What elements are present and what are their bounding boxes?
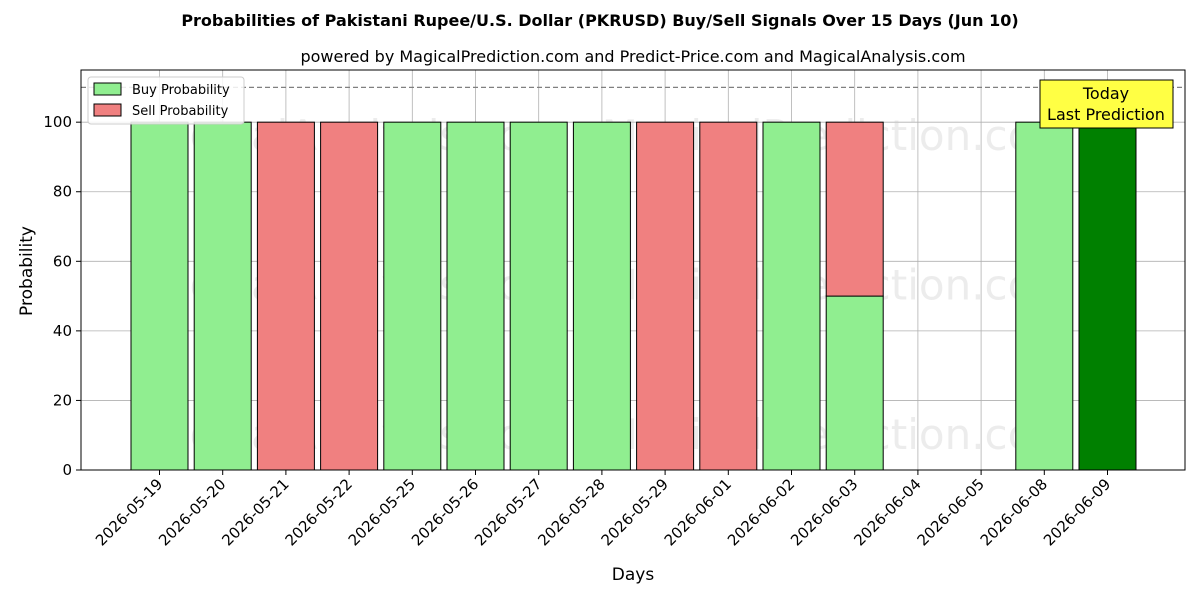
bar-buy-2026-05-20: [193, 121, 252, 471]
bar-sell-2026-05-21: [256, 121, 315, 471]
today-annotation: Today Last Prediction: [1039, 79, 1174, 129]
bar-buy-2026-06-09: [1078, 121, 1137, 471]
bar-sell-2026-06-01: [699, 121, 758, 471]
bar-buy-2026-05-25: [383, 121, 442, 471]
chart-subtitle: powered by MagicalPrediction.com and Pre…: [300, 47, 965, 66]
bar-sell-2026-05-22: [320, 121, 379, 471]
bar-buy-2026-05-26: [446, 121, 505, 471]
y-tick-label: 0: [62, 461, 72, 479]
y-tick-label: 60: [53, 252, 72, 270]
bar-buy-2026-05-27: [509, 121, 568, 471]
y-tick-label: 100: [43, 113, 72, 131]
bar-buy-2026-05-28: [572, 121, 631, 471]
legend: Buy Probability Sell Probability: [87, 76, 245, 125]
y-tick-label: 20: [53, 391, 72, 409]
annotation-line-1: Today: [1082, 84, 1129, 103]
annotation-line-2: Last Prediction: [1047, 105, 1165, 124]
bar-buy-2026-05-19: [130, 121, 189, 471]
legend-swatch-buy: [93, 82, 122, 96]
bars: [130, 121, 1137, 471]
chart-title: Probabilities of Pakistani Rupee/U.S. Do…: [181, 11, 1018, 30]
legend-label-buy: Buy Probability: [132, 83, 230, 98]
bar-sell-2026-06-03: [825, 121, 884, 297]
legend-frame: [87, 76, 245, 125]
bar-buy-2026-06-03: [825, 295, 884, 471]
y-axis-ticks: 0 20 40 60 80 100: [43, 113, 81, 479]
bar-sell-2026-05-29: [636, 121, 695, 471]
plot-frame: [80, 69, 1186, 471]
y-tick-label: 80: [53, 183, 72, 201]
bar-buy-2026-06-08: [1015, 121, 1074, 471]
bar-buy-2026-06-02: [762, 121, 821, 471]
y-tick-label: 40: [53, 322, 72, 340]
y-axis-label: Probability: [17, 226, 37, 316]
annotation-box: [1039, 79, 1174, 129]
x-axis-label: Days: [612, 565, 655, 585]
legend-label-sell: Sell Probability: [132, 104, 229, 119]
legend-swatch-sell: [93, 103, 122, 117]
